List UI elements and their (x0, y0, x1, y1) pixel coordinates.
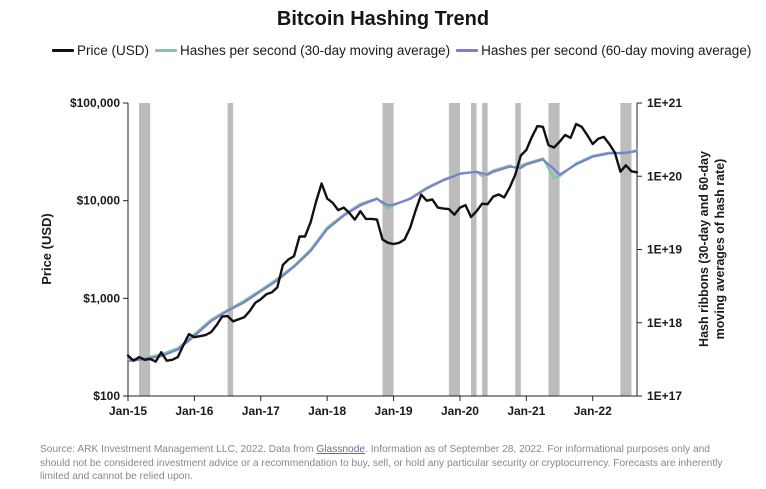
y2-tick-label: 1E+17 (647, 389, 682, 403)
price-series-line (126, 122, 639, 363)
series (126, 122, 639, 363)
source-note: Source: ARK Investment Management LLC, 2… (40, 443, 730, 484)
legend-label-price: Price (USD) (77, 42, 150, 58)
legend-item-price: Price (USD) (52, 43, 149, 58)
x-tick-label: Jan-19 (375, 404, 413, 418)
x-tick-label: Jan-18 (308, 404, 346, 418)
shaded-period-7 (515, 103, 521, 396)
y2-ticks: 1E+17 1E+18 1E+19 1E+20 1E+21 (637, 96, 682, 403)
legend-label-hash-30d: Hashes per second (30-day moving average… (180, 42, 451, 58)
y2-tick-label: 1E+21 (647, 96, 682, 110)
y-axis-label: Price (USD) (39, 213, 54, 285)
shaded-period-8 (548, 103, 560, 396)
shaded-periods (139, 103, 632, 396)
y-ticks: $100 $1,000 $10,000 $100,000 (70, 96, 128, 403)
legend-swatch-hash-30d (155, 48, 178, 52)
legend-label-hash-60d: Hashes per second (60-day moving average… (481, 42, 752, 58)
y-tick-label: $100 (93, 389, 120, 403)
shaded-period-1 (139, 103, 151, 396)
x-tick-label: Jan-17 (242, 404, 280, 418)
x-tick-label: Jan-21 (507, 404, 545, 418)
legend-item-hash-60d: Hashes per second (60-day moving average… (456, 43, 751, 58)
y2-tick-label: 1E+19 (647, 243, 682, 257)
x-ticks: Jan-15 Jan-16 Jan-17 Jan-18 Jan-19 Jan-20 Jan-… (109, 396, 612, 418)
y2-axis-label-line-1: Hash ribbons (30-day and 60-day (697, 151, 711, 347)
shaded-period-2 (227, 103, 234, 396)
hash-60d-series-line (126, 150, 639, 363)
chart-title: Bitcoin Hashing Trend (276, 8, 490, 30)
y2-tick-label: 1E+20 (647, 169, 682, 183)
shaded-period-3 (382, 103, 394, 396)
y-tick-label: $1,000 (83, 291, 120, 305)
x-tick-label: Jan-16 (175, 404, 213, 418)
y-tick-label: $100,000 (70, 96, 120, 110)
x-tick-label: Jan-15 (109, 404, 147, 418)
legend-item-hash-30d: Hashes per second (30-day moving average… (155, 43, 450, 58)
legend: Price (USD) Hashes per second (30-day mo… (52, 40, 757, 60)
y2-axis-label-line-2: moving averages of hash rate) (713, 159, 727, 340)
x-tick-label: Jan-20 (441, 404, 479, 418)
y2-tick-label: 1E+18 (647, 316, 682, 330)
shaded-period-6 (482, 103, 488, 396)
y-tick-label: $10,000 (77, 194, 121, 208)
source-note-suffix: . Information as of September 28, 2022. … (40, 444, 723, 483)
x-tick-label: Jan-22 (574, 404, 612, 418)
shaded-period-9 (620, 103, 632, 396)
legend-swatch-price (52, 48, 74, 52)
source-note-prefix: Source: ARK Investment Management LLC, 2… (40, 444, 317, 455)
shaded-period-4 (448, 103, 460, 396)
legend-swatch-hash-60d (456, 48, 479, 52)
glassnode-link[interactable]: Glassnode (316, 444, 366, 455)
shaded-period-5 (471, 103, 477, 396)
